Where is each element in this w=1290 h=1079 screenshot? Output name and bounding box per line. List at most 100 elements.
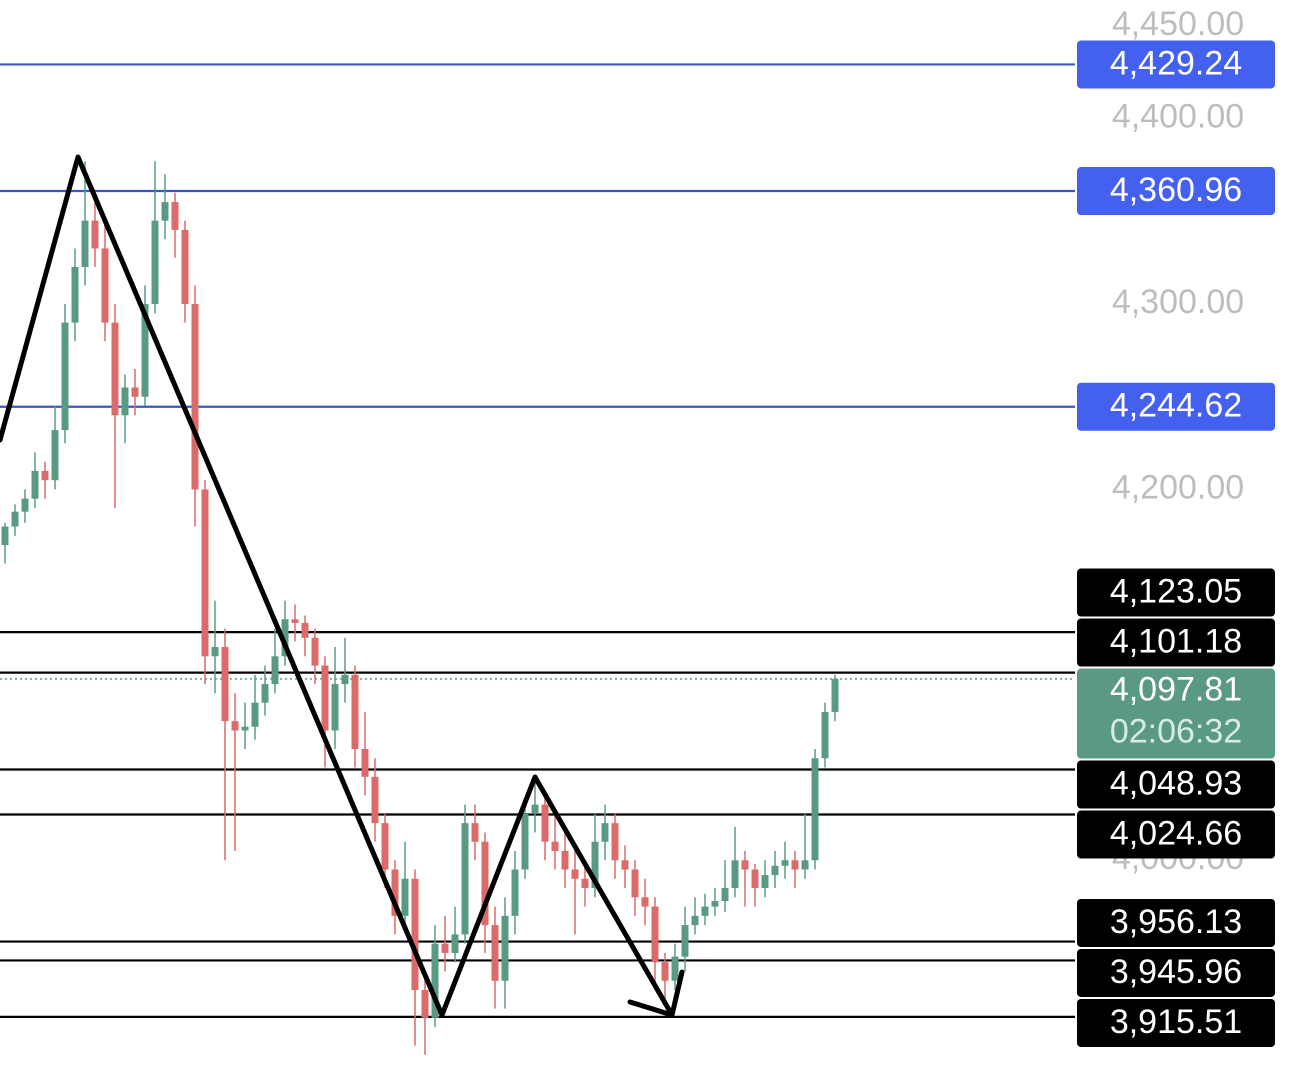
- level-label: 4,101.18: [1110, 623, 1242, 661]
- level-label: 4,244.62: [1110, 387, 1242, 425]
- candle-body: [41, 470, 49, 481]
- level-label: 4,024.66: [1110, 815, 1242, 853]
- candle-body: [821, 711, 829, 759]
- candle-body: [271, 656, 279, 685]
- zigzag: [0, 154, 675, 1018]
- level-label-box: [1077, 167, 1275, 216]
- candle-body: [811, 758, 819, 861]
- candles: [1, 161, 839, 1055]
- pattern-drawing: [0, 154, 685, 1018]
- level-label: 4,123.05: [1110, 573, 1242, 611]
- price-labels: 4,429.24 4,360.96 4,244.62 4,123.05 4,101.18…: [1077, 40, 1275, 1047]
- candle-body: [801, 860, 809, 870]
- candle-body: [311, 637, 319, 666]
- level-label: 3,945.96: [1110, 953, 1242, 991]
- level-label-box: [1077, 760, 1275, 809]
- candle-body: [241, 726, 249, 731]
- level-lines: [0, 63, 1075, 1018]
- candle-body: [221, 647, 229, 722]
- candle-body: [691, 915, 699, 926]
- candle-body: [381, 823, 389, 870]
- candle-body: [731, 860, 739, 889]
- candle-body: [661, 962, 669, 981]
- candle-body: [781, 860, 789, 866]
- candle-body: [21, 498, 29, 512]
- level-label-box: [1077, 898, 1275, 947]
- level-label-box: [1077, 810, 1275, 859]
- candle-body: [591, 841, 599, 889]
- candle-body: [121, 387, 129, 416]
- candle-body: [141, 304, 149, 397]
- candle-body: [531, 804, 539, 814]
- candle-body: [601, 823, 609, 842]
- candle-body: [351, 674, 359, 749]
- candle-body: [71, 266, 79, 323]
- level-label: 4,360.96: [1110, 171, 1242, 209]
- candle-body: [761, 875, 769, 889]
- candle-body: [651, 906, 659, 963]
- candle-body: [151, 220, 159, 305]
- level-label-box: [1077, 618, 1275, 667]
- candle-body: [491, 925, 499, 981]
- candle-body: [581, 878, 589, 889]
- level-label-box: [1077, 948, 1275, 997]
- candle-body: [11, 511, 19, 527]
- current-price-label: 4,097.81: [1110, 671, 1242, 709]
- candle-body: [561, 850, 569, 870]
- arrow-head: [627, 969, 685, 1018]
- candle-body: [741, 860, 749, 870]
- candle-body: [611, 823, 619, 861]
- candle-body: [111, 322, 119, 416]
- candle-body: [51, 430, 59, 481]
- candle-body: [91, 220, 99, 249]
- candle-body: [181, 229, 189, 305]
- candle-body: [501, 915, 509, 981]
- candle-body: [511, 869, 519, 916]
- candle-body: [301, 622, 309, 638]
- candle-body: [161, 202, 169, 221]
- candle-body: [251, 702, 259, 727]
- level-label: 3,956.13: [1110, 903, 1242, 941]
- candle-body: [831, 678, 839, 712]
- candle-body: [451, 934, 459, 953]
- y-tick-label: 4,400.00: [1112, 98, 1244, 136]
- candle-body: [281, 619, 289, 657]
- candle-body: [541, 804, 549, 842]
- y-tick-label: 4,450.00: [1112, 5, 1244, 43]
- level-label-box: [1077, 382, 1275, 431]
- candle-body: [81, 220, 89, 267]
- candle-body: [1, 526, 9, 546]
- candle-body: [751, 869, 759, 889]
- candle-body: [331, 684, 339, 731]
- candle-body: [481, 841, 489, 926]
- candle-body: [101, 248, 109, 323]
- candle-body: [681, 925, 689, 957]
- candle-body: [291, 619, 299, 623]
- candle-body: [211, 647, 219, 657]
- level-label: 4,429.24: [1110, 44, 1242, 82]
- candle-body: [431, 943, 439, 1018]
- candle-body: [521, 813, 529, 870]
- y-tick-label: 4,200.00: [1112, 468, 1244, 506]
- candle-body: [61, 322, 69, 431]
- candle-body: [631, 869, 639, 898]
- candle-body: [321, 665, 329, 731]
- candle-body: [131, 387, 139, 397]
- candle-body: [261, 684, 269, 703]
- candle-body: [361, 748, 369, 777]
- candle-body: [371, 776, 379, 824]
- candle-body: [771, 865, 779, 876]
- candle-body: [191, 304, 199, 490]
- candle-body: [441, 943, 449, 953]
- candle-body: [421, 990, 429, 1018]
- level-label-box: [1077, 40, 1275, 89]
- candle-body: [411, 878, 419, 991]
- y-tick-label: 4,300.00: [1112, 283, 1244, 321]
- candle-body: [641, 897, 649, 907]
- candle-body: [171, 202, 179, 230]
- current-price-box: [1077, 668, 1275, 759]
- candle-body: [461, 823, 469, 935]
- candle-body: [471, 823, 479, 842]
- candle-body: [391, 869, 399, 916]
